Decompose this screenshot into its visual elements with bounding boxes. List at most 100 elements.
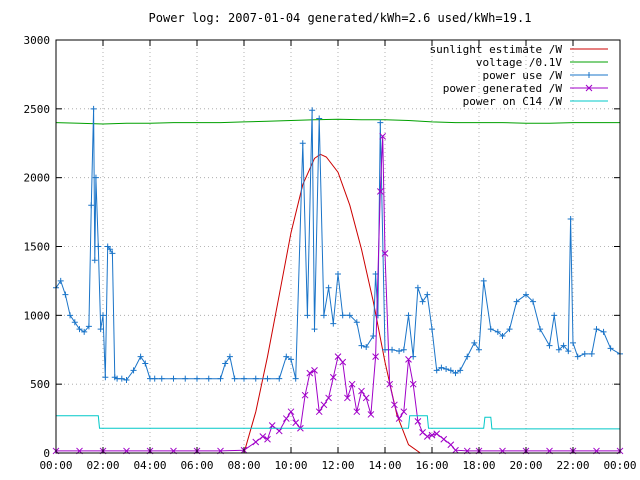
x-tick-label: 00:00: [39, 459, 72, 472]
series-4: [56, 415, 620, 430]
data-point: [222, 360, 229, 367]
y-tick-label: 1500: [24, 241, 51, 254]
data-point: [372, 353, 379, 360]
data-point: [555, 346, 562, 353]
data-point: [292, 375, 299, 382]
data-point: [92, 174, 99, 181]
data-point: [217, 375, 224, 382]
x-tick-label: 14:00: [368, 459, 401, 472]
data-point: [288, 356, 294, 363]
data-point: [353, 319, 360, 326]
x-tick-label: 20:00: [509, 459, 542, 472]
data-point: [107, 246, 114, 253]
data-point: [443, 366, 450, 373]
data-point: [309, 107, 316, 114]
data-point: [391, 401, 398, 409]
data-point: [537, 326, 544, 333]
legend-label: power on C14 /W: [463, 95, 563, 108]
data-point: [414, 417, 422, 425]
x-tick-label: 00:00: [603, 459, 636, 472]
data-point: [241, 375, 247, 382]
data-point: [433, 367, 440, 374]
data-point: [329, 373, 337, 381]
data-point: [600, 328, 607, 335]
x-tick-label: 02:00: [86, 459, 119, 472]
legend-label: power use /W: [483, 69, 563, 82]
data-point: [311, 367, 318, 374]
data-point: [574, 353, 581, 360]
series-line: [56, 415, 620, 430]
data-point: [400, 408, 408, 416]
data-point: [91, 257, 98, 264]
data-point: [283, 353, 290, 360]
data-point: [358, 387, 365, 395]
data-point: [376, 188, 384, 195]
data-point: [480, 277, 487, 284]
data-point: [447, 367, 454, 374]
data-point: [362, 394, 370, 402]
grid: [56, 40, 620, 453]
data-point: [301, 391, 309, 399]
data-point: [428, 431, 436, 439]
data-point: [67, 312, 74, 319]
data-point: [97, 326, 104, 333]
data-point: [100, 312, 106, 319]
data-point: [581, 350, 588, 357]
data-point: [424, 291, 431, 298]
data-point: [494, 328, 501, 335]
data-point: [158, 375, 165, 382]
axis-ticks: 0 500 1000 1500 2000 2500 3000 00:00 02:00 04:00 0…: [24, 34, 637, 472]
data-point: [395, 415, 403, 422]
data-point: [57, 277, 64, 284]
y-tick-label: 500: [30, 378, 50, 391]
data-point: [264, 375, 271, 382]
series-line: [55, 118, 620, 125]
data-point: [151, 375, 158, 382]
legend-label: sunlight estimate /W: [430, 43, 563, 56]
data-point: [400, 346, 407, 353]
data-point: [464, 353, 471, 360]
data-point: [194, 375, 200, 382]
data-point: [81, 328, 88, 335]
data-point: [335, 271, 341, 278]
data-point: [419, 298, 426, 305]
data-point: [379, 133, 387, 140]
data-point: [381, 250, 389, 257]
data-point: [205, 375, 212, 382]
data-point: [346, 312, 353, 319]
data-point: [523, 291, 529, 298]
data-point: [252, 375, 259, 382]
data-point: [588, 350, 595, 357]
data-point: [377, 119, 384, 126]
data-point: [287, 408, 295, 416]
data-point: [182, 375, 189, 382]
data-point: [142, 360, 149, 367]
data-point: [123, 377, 130, 384]
data-point: [90, 105, 97, 112]
data-point: [282, 415, 290, 422]
x-tick-label: 04:00: [133, 459, 166, 472]
y-tick-label: 1000: [24, 309, 51, 322]
y-tick-label: 3000: [24, 34, 51, 47]
data-point: [170, 375, 177, 382]
data-point: [405, 312, 412, 319]
data-point: [344, 394, 351, 402]
data-point: [476, 346, 482, 353]
data-point: [315, 408, 323, 416]
data-point: [607, 345, 614, 352]
data-point: [95, 243, 102, 250]
data-point: [452, 370, 459, 377]
data-point: [440, 435, 448, 443]
data-point: [414, 284, 421, 291]
series-3: [52, 133, 624, 455]
y-tick-label: 2500: [24, 103, 51, 116]
legend-label: voltage /0.1V: [476, 56, 562, 69]
data-point: [358, 342, 365, 349]
data-point: [306, 369, 314, 377]
data-point: [363, 343, 370, 350]
series-line: [56, 136, 620, 452]
data-point: [353, 408, 361, 416]
data-point: [339, 358, 347, 366]
